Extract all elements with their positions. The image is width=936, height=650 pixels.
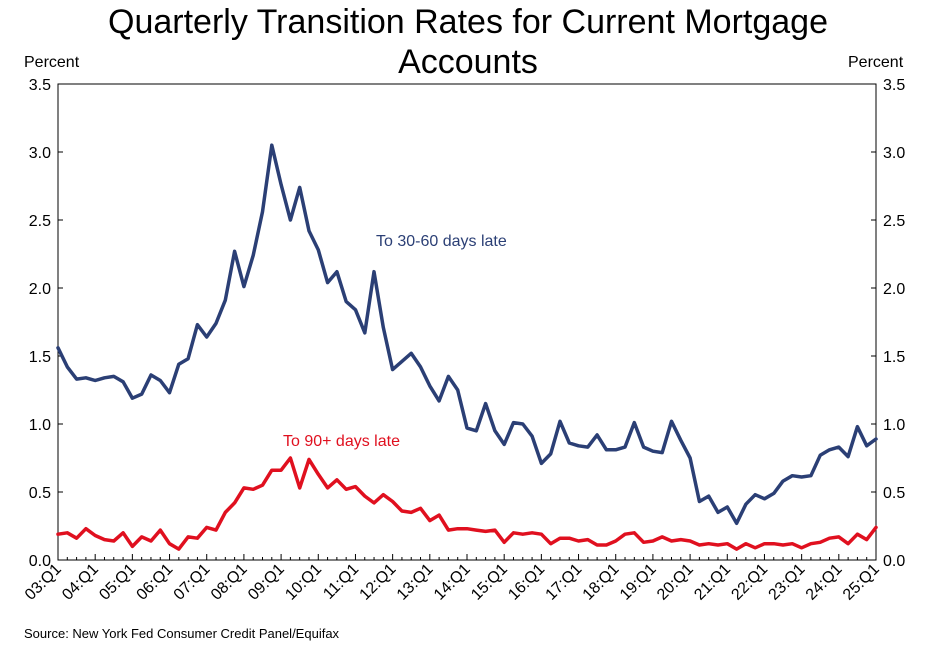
x-tick-label: 21:Q1	[691, 561, 734, 604]
right-y-axis: 0.0 0.5 1.0 1.5 2.0 2.5 3.0 3.5	[871, 77, 905, 570]
x-tick-label: 20:Q1	[654, 561, 697, 604]
y-tick-label: 1.5	[29, 349, 51, 366]
x-tick-label: 12:Q1	[357, 561, 400, 604]
y-tick-label: 2.0	[29, 281, 51, 298]
y-tick-label: 3.0	[29, 145, 51, 162]
x-tick-label: 07:Q1	[171, 561, 214, 604]
chart-title: Quarterly Transition Rates for Current M…	[0, 2, 936, 82]
y-tick-label: 2.0	[883, 281, 905, 298]
x-tick-label: 19:Q1	[617, 561, 660, 604]
x-tick-label: 14:Q1	[431, 561, 474, 604]
x-axis: 03:Q104:Q105:Q106:Q107:Q108:Q109:Q110:Q1…	[22, 554, 883, 604]
y-tick-label: 0.0	[883, 553, 905, 570]
y-tick-label: 2.5	[883, 213, 905, 230]
x-tick-label: 08:Q1	[208, 561, 251, 604]
y-tick-label: 3.5	[29, 77, 51, 94]
plot-frame	[57, 83, 877, 561]
series-label-30-60-days: To 30-60 days late	[376, 233, 507, 250]
x-tick-label: 24:Q1	[803, 561, 846, 604]
left-y-axis: 0.0 0.5 1.0 1.5 2.0 2.5 3.0 3.5	[29, 77, 63, 570]
y-tick-label: 1.0	[883, 417, 905, 434]
x-tick-label: 11:Q1	[320, 561, 362, 603]
x-tick-label: 13:Q1	[394, 561, 437, 604]
x-tick-label: 05:Q1	[96, 561, 139, 604]
x-tick-label: 18:Q1	[580, 561, 623, 604]
x-tick-label: 06:Q1	[134, 561, 177, 604]
left-axis-unit-label: Percent	[24, 54, 80, 71]
chart-title-line-1: Quarterly Transition Rates for Current M…	[108, 3, 828, 41]
right-axis-unit-label: Percent	[848, 54, 904, 71]
series-layer	[56, 143, 878, 551]
x-tick-label: 09:Q1	[245, 561, 288, 604]
x-tick-label: 10:Q1	[282, 561, 325, 604]
y-tick-label: 0.0	[29, 553, 51, 570]
y-tick-label: 1.5	[883, 349, 905, 366]
chart-title-line-2: Accounts	[398, 43, 538, 81]
source-note: Source: New York Fed Consumer Credit Pan…	[24, 626, 340, 641]
series-line-90-days	[56, 456, 878, 551]
x-tick-label: 25:Q1	[840, 561, 883, 604]
x-tick-label: 16:Q1	[505, 561, 548, 604]
series-label-90-days: To 90+ days late	[283, 433, 400, 450]
x-tick-label: 04:Q1	[59, 561, 102, 604]
y-tick-label: 2.5	[29, 213, 51, 230]
y-tick-label: 1.0	[29, 417, 51, 434]
y-tick-label: 0.5	[883, 485, 905, 502]
series-labels: To 30-60 days late To 90+ days late	[283, 233, 507, 450]
x-tick-label: 22:Q1	[728, 561, 771, 604]
x-tick-label: 23:Q1	[766, 561, 809, 604]
y-tick-label: 0.5	[29, 485, 51, 502]
y-tick-label: 3.0	[883, 145, 905, 162]
series-line-30-60-days	[56, 143, 878, 526]
y-tick-label: 3.5	[883, 77, 905, 94]
x-tick-label: 15:Q1	[468, 561, 511, 604]
x-tick-label: 17:Q1	[543, 561, 586, 604]
